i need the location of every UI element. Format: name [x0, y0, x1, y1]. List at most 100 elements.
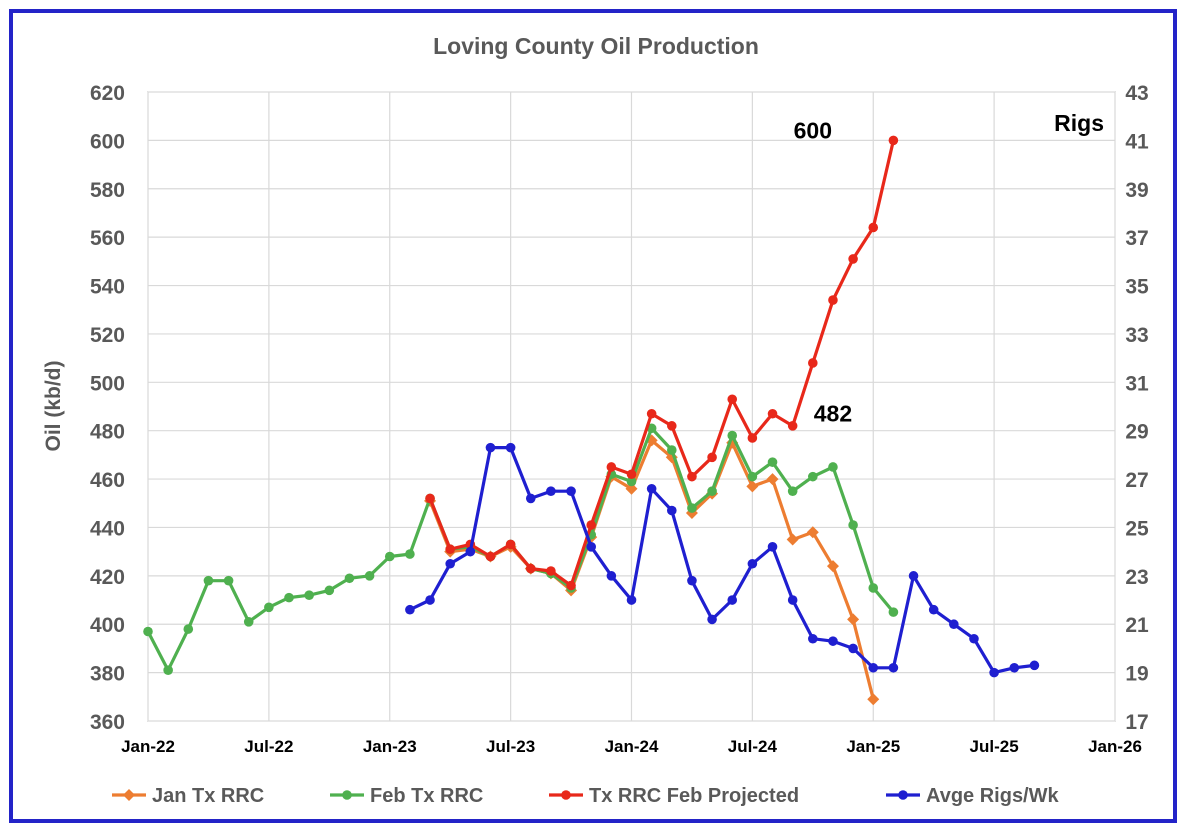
data-point	[908, 571, 919, 581]
data-point	[143, 626, 153, 637]
data-point	[687, 471, 697, 482]
data-point	[485, 442, 496, 453]
y-tick-label: 400	[90, 614, 125, 637]
legend-marker	[342, 790, 352, 800]
data-point	[727, 394, 738, 405]
y-tick-label: 480	[90, 421, 125, 444]
legend-label: Feb Tx RRC	[370, 785, 483, 807]
data-point	[626, 476, 637, 487]
y-tick-label: 360	[90, 711, 125, 734]
x-tick-label: Jul-22	[244, 737, 293, 756]
data-point	[525, 563, 536, 574]
legend: Jan Tx RRC Feb Tx RRC Tx RRC Feb Projected…	[112, 785, 1059, 807]
data-point	[867, 693, 880, 706]
x-tick-label: Jul-25	[970, 737, 1019, 756]
y2-tick-labels: 17 19 21 23 25 27 29 31 33 35 37 39 41 43	[1125, 82, 1149, 734]
data-point	[284, 592, 294, 603]
series-line	[409, 446, 1035, 675]
x-tick-label: Jan-22	[121, 737, 175, 756]
data-point	[868, 662, 879, 673]
data-point	[786, 533, 799, 546]
y2-tick-label: 27	[1125, 469, 1148, 492]
y2-tick-label: 41	[1125, 130, 1149, 153]
data-point	[727, 430, 738, 441]
data-point	[687, 575, 697, 586]
data-point	[405, 604, 415, 615]
data-point	[747, 471, 758, 482]
y-tick-label: 580	[90, 179, 125, 202]
data-point	[243, 617, 254, 627]
data-point	[828, 295, 838, 305]
legend-marker	[123, 789, 135, 801]
data-point	[445, 558, 455, 569]
data-point	[928, 604, 939, 615]
data-point	[848, 643, 858, 654]
data-point	[505, 539, 516, 550]
y2-axis-label: Rigs	[1054, 110, 1104, 136]
data-point	[888, 135, 899, 146]
data-point	[707, 452, 717, 463]
data-point	[747, 433, 758, 443]
x-tick-label: Jan-26	[1088, 737, 1142, 756]
data-point	[848, 520, 858, 530]
data-point	[586, 520, 597, 530]
legend-label: Jan Tx RRC	[152, 785, 264, 807]
series-2	[425, 135, 899, 591]
legend-label: Avge Rigs/Wk	[926, 785, 1059, 807]
data-point	[808, 633, 818, 644]
x-tick-label: Jul-23	[486, 737, 535, 756]
data-point	[364, 571, 375, 581]
y-axis-label: Oil (kb/d)	[42, 361, 65, 452]
data-point	[646, 483, 657, 494]
y2-tick-label: 23	[1125, 566, 1148, 589]
data-point	[806, 526, 819, 539]
y-tick-label: 620	[90, 82, 125, 105]
data-point	[586, 542, 597, 552]
data-point	[425, 493, 435, 504]
legend-item: Tx RRC Feb Projected	[549, 785, 799, 807]
data-point	[666, 421, 677, 431]
data-point	[727, 595, 738, 605]
y2-tick-label: 33	[1125, 324, 1148, 347]
data-point	[808, 358, 818, 368]
data-point	[666, 445, 677, 455]
x-tick-label: Jul-24	[728, 737, 778, 756]
data-point	[606, 462, 617, 472]
data-point	[546, 486, 556, 496]
data-point	[264, 602, 274, 613]
legend-marker	[561, 790, 571, 800]
legend-item: Avge Rigs/Wk	[886, 785, 1059, 807]
series-3	[405, 442, 1040, 678]
data-point	[445, 544, 455, 555]
y2-tick-label: 39	[1125, 179, 1148, 202]
data-point	[826, 560, 839, 573]
y2-tick-label: 17	[1125, 711, 1148, 734]
series-layer	[143, 135, 1040, 706]
data-point	[747, 558, 758, 569]
y2-tick-label: 37	[1125, 227, 1148, 250]
y2-tick-label: 29	[1125, 421, 1148, 444]
data-point	[203, 575, 214, 586]
data-point	[787, 595, 798, 605]
data-point	[505, 442, 516, 453]
data-point	[828, 636, 838, 646]
data-point	[847, 613, 860, 626]
x-tick-label: Jan-25	[846, 737, 900, 756]
data-point	[766, 473, 779, 486]
data-point	[465, 546, 476, 557]
data-point	[405, 549, 415, 559]
data-point	[787, 486, 798, 496]
data-point	[183, 624, 194, 634]
data-point	[666, 505, 677, 516]
y-tick-label: 540	[90, 276, 125, 299]
annotations: 600 482	[794, 117, 853, 426]
data-point	[384, 551, 395, 562]
x-tick-labels: Jan-22 Jul-22 Jan-23 Jul-23 Jan-24 Jul-24 Jan-…	[121, 737, 1142, 756]
y-tick-labels: 360 380 400 420 440 460 480 500 520 540 560 580 600 6…	[90, 82, 125, 734]
legend-label: Tx RRC Feb Projected	[589, 785, 799, 807]
data-point	[787, 421, 798, 431]
data-point	[606, 571, 617, 581]
data-point	[525, 493, 536, 504]
data-point	[1029, 660, 1040, 671]
